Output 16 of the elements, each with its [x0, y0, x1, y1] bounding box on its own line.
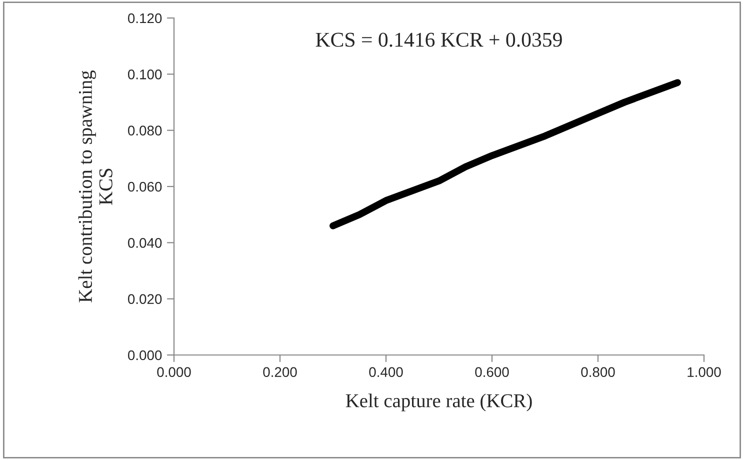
y-tick-label: 0.020	[128, 294, 162, 304]
y-axis-title: Kelt contribution to spawning KCS	[78, 70, 112, 302]
x-tick-label: 0.200	[263, 367, 297, 378]
y-tick-label: 0.120	[128, 13, 162, 24]
x-tick-label: 0.800	[581, 367, 615, 378]
y-tick-label: 0.040	[128, 238, 162, 248]
x-tick-label: 0.600	[475, 367, 509, 378]
y-tick-label: 0.060	[128, 182, 162, 192]
x-axis-title: Kelt capture rate (KCR)	[346, 394, 532, 412]
x-tick-label: 1.000	[688, 367, 721, 378]
y-tick-label: 0.000	[128, 350, 162, 360]
y-tick-label: 0.100	[128, 70, 162, 80]
y-tick-label: 0.080	[128, 126, 162, 136]
x-tick-label: 0.000	[157, 367, 191, 378]
x-tick-label: 0.400	[369, 367, 403, 378]
annotation: KCS = 0.1416 KCR + 0.0359	[316, 32, 562, 47]
